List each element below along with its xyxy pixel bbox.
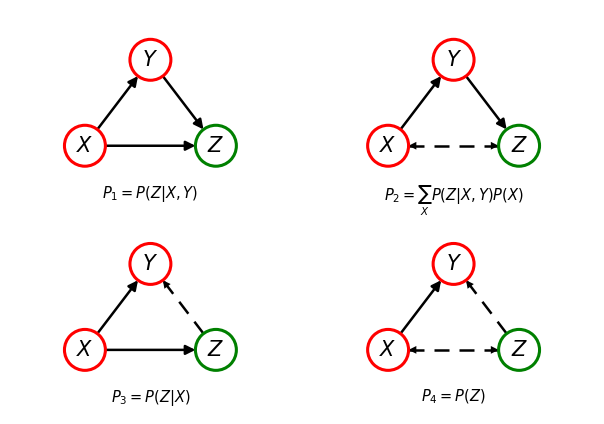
Text: $\mathit{Y}$: $\mathit{Y}$ xyxy=(143,50,158,70)
Text: $P_1 = P(Z|X,Y)$: $P_1 = P(Z|X,Y)$ xyxy=(103,184,199,204)
Circle shape xyxy=(433,39,474,80)
Circle shape xyxy=(368,125,408,166)
Circle shape xyxy=(65,329,105,370)
Text: $P_2 = \sum_X P(Z|X,Y)P(X)$: $P_2 = \sum_X P(Z|X,Y)P(X)$ xyxy=(384,184,524,218)
Circle shape xyxy=(499,125,539,166)
Circle shape xyxy=(130,39,171,80)
Text: $\mathit{Z}$: $\mathit{Z}$ xyxy=(510,136,528,156)
Text: $\mathit{X}$: $\mathit{X}$ xyxy=(379,340,397,360)
Circle shape xyxy=(130,243,171,285)
Text: $\mathit{Y}$: $\mathit{Y}$ xyxy=(143,254,158,274)
Circle shape xyxy=(368,329,408,370)
Text: $P_4 = P(Z)$: $P_4 = P(Z)$ xyxy=(421,388,486,406)
Text: $\mathit{X}$: $\mathit{X}$ xyxy=(379,136,397,156)
Text: $\mathit{X}$: $\mathit{X}$ xyxy=(76,340,94,360)
Text: $\mathit{Y}$: $\mathit{Y}$ xyxy=(446,254,461,274)
Text: $\mathit{X}$: $\mathit{X}$ xyxy=(76,136,94,156)
Circle shape xyxy=(196,329,236,370)
Text: $\mathit{Z}$: $\mathit{Z}$ xyxy=(207,340,225,360)
Circle shape xyxy=(65,125,105,166)
Text: $\mathit{Z}$: $\mathit{Z}$ xyxy=(207,136,225,156)
Text: $P_3 = P(Z|X)$: $P_3 = P(Z|X)$ xyxy=(111,388,190,408)
Circle shape xyxy=(499,329,539,370)
Text: $\mathit{Y}$: $\mathit{Y}$ xyxy=(446,50,461,70)
Text: $\mathit{Z}$: $\mathit{Z}$ xyxy=(510,340,528,360)
Circle shape xyxy=(196,125,236,166)
Circle shape xyxy=(433,243,474,285)
